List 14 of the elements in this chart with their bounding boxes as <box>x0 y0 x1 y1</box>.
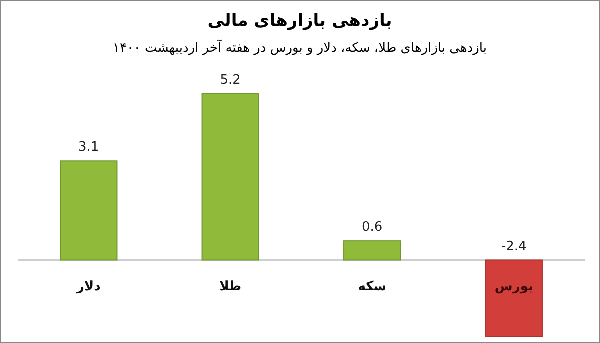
bar <box>485 260 543 338</box>
x-tick-label: بورس <box>494 279 534 294</box>
bar <box>202 94 260 261</box>
data-label: 5.2 <box>220 73 241 88</box>
data-label: 3.1 <box>78 140 100 156</box>
chart-title: بازدهی بازارهای مالی <box>208 11 392 31</box>
bar <box>344 240 402 261</box>
x-tick-label: طلا <box>220 279 242 294</box>
chart-subtitle: بازدهی بازارهای طلا، سکه، دلار و بورس در هفته آخر اردیبهشت ۱۴۰۰ <box>112 39 488 56</box>
x-tick-label: سکه <box>358 279 386 294</box>
data-label: -2.4 <box>501 239 527 254</box>
bar <box>60 160 118 261</box>
x-tick-label: دلار <box>76 279 102 294</box>
data-label: 0.6 <box>362 220 383 236</box>
